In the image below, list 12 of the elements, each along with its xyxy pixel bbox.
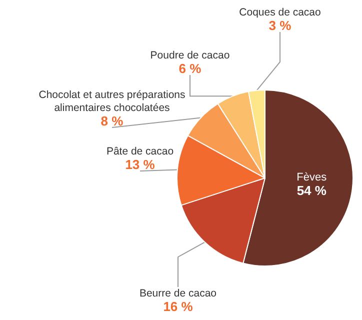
- data-label: 8 %: [100, 114, 124, 128]
- data-label: 13 %: [125, 157, 156, 172]
- data-label: 6 %: [178, 61, 202, 76]
- slice-label: Poudre de cacao: [150, 50, 230, 62]
- data-label: 3 %: [268, 18, 292, 33]
- slice-label: Coques de cacao: [239, 6, 322, 18]
- slice-label: Chocolat et autres préparations alimentaires chocolatées: [38, 89, 186, 114]
- slice-label: Pâte de cacao: [106, 146, 174, 158]
- data-label: 16 %: [163, 299, 194, 314]
- data-label: 54 %: [296, 182, 327, 198]
- slice-label: Fèves: [296, 171, 328, 184]
- slice-label: Beurre de cacao: [139, 288, 217, 300]
